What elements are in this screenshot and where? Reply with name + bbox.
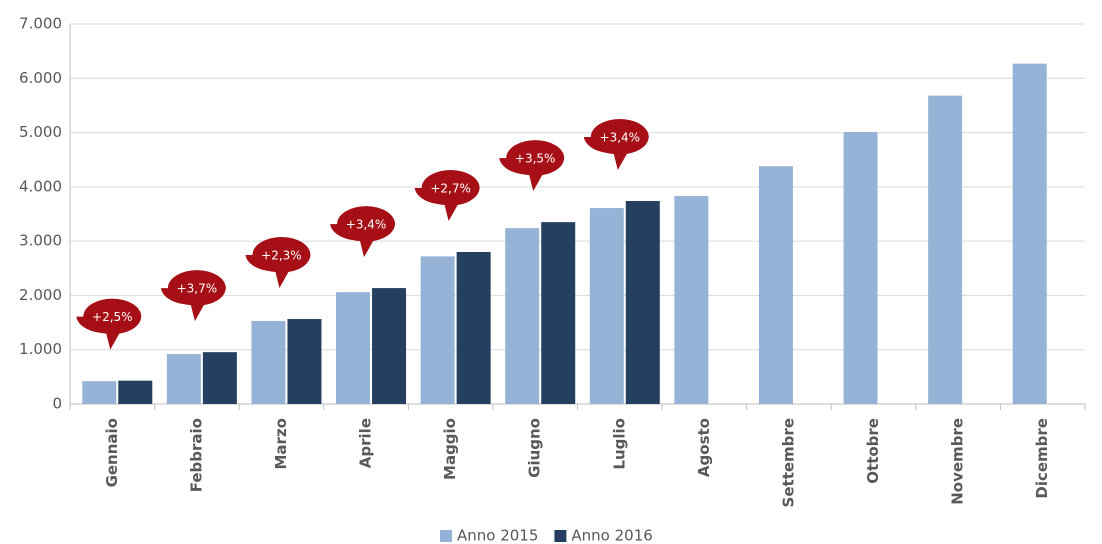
annotation-bubble <box>245 237 311 289</box>
annotation-label: +2,3% <box>261 249 302 263</box>
y-tick-label: 6.000 <box>19 69 62 87</box>
x-tick-label: Dicembre <box>1033 418 1051 499</box>
bar <box>118 380 153 404</box>
annotation-label: +2,7% <box>430 182 471 196</box>
x-tick-label: Febbraio <box>187 418 205 492</box>
x-tick-label: Aprile <box>357 418 375 468</box>
bar <box>166 354 201 404</box>
bar <box>456 252 491 404</box>
bar <box>625 200 660 404</box>
x-tick-label: Agosto <box>695 418 713 477</box>
x-tick-label: Novembre <box>949 418 967 505</box>
bar <box>928 95 963 405</box>
bar <box>674 196 709 404</box>
x-tick-label: Gennaio <box>103 418 121 487</box>
x-tick-label: Maggio <box>441 418 459 480</box>
y-tick-label: 3.000 <box>19 232 62 250</box>
bar <box>541 222 576 404</box>
annotation-label: +3,7% <box>177 282 218 296</box>
bar <box>1012 63 1047 404</box>
annotation-bubble <box>499 140 565 192</box>
x-tick-label: Marzo <box>272 418 290 469</box>
bar <box>372 288 407 404</box>
bar <box>251 320 286 404</box>
y-tick-label: 2.000 <box>19 286 62 304</box>
x-tick-label: Settembre <box>779 418 797 507</box>
bar <box>505 228 540 404</box>
y-tick-label: 1.000 <box>19 340 62 358</box>
annotation-bubble <box>330 206 396 258</box>
annotation-label: +3,4% <box>346 218 387 232</box>
y-tick-label: 4.000 <box>19 177 62 195</box>
bar <box>843 132 878 404</box>
legend-swatch <box>554 530 567 542</box>
legend-swatch <box>440 530 452 542</box>
annotation-label: +3,4% <box>600 130 641 144</box>
bar <box>758 166 793 404</box>
annotation-bubble <box>583 118 649 170</box>
x-tick-label: Ottobre <box>864 418 882 484</box>
legend-label: Anno 2015 <box>457 527 538 544</box>
annotation-bubble <box>414 170 480 221</box>
annotation-bubble <box>160 270 226 322</box>
y-tick-label: 0 <box>52 395 62 413</box>
y-tick-label: 7.000 <box>19 15 62 33</box>
bar <box>82 381 117 404</box>
bar <box>202 352 237 404</box>
bar <box>336 292 371 404</box>
bar <box>420 256 455 404</box>
x-tick-label: Luglio <box>610 418 628 470</box>
legend-label: Anno 2016 <box>571 527 652 544</box>
x-tick-label: Giugno <box>526 418 544 478</box>
annotation-label: +2,5% <box>92 310 133 324</box>
bar <box>287 319 322 404</box>
bar <box>589 208 624 404</box>
annotation-bubble <box>76 298 142 350</box>
annotation-label: +3,5% <box>515 152 556 166</box>
y-tick-label: 5.000 <box>19 123 62 141</box>
